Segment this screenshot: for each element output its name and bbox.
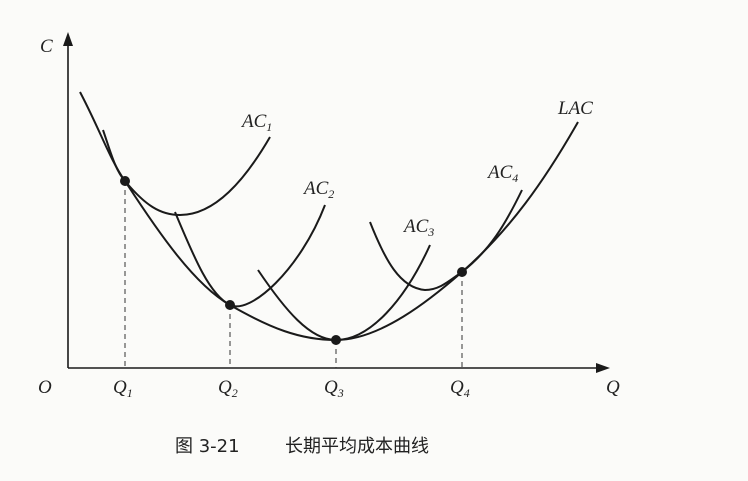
tangent-point	[225, 300, 235, 310]
tangent-point	[457, 267, 467, 277]
q-label: Q2	[218, 377, 238, 400]
curve-label: AC4	[486, 162, 518, 185]
x-label: Q	[606, 377, 620, 398]
curve-label: AC2	[302, 178, 334, 201]
x-arrow	[596, 363, 610, 373]
caption-number: 图 3-21	[175, 436, 240, 457]
q-label: Q3	[324, 377, 344, 400]
tangent-point	[120, 176, 130, 186]
ac-curve	[102, 129, 271, 217]
axes	[63, 32, 610, 373]
curve-label: AC1	[240, 111, 272, 134]
tangent-points	[120, 176, 467, 345]
y-label: C	[40, 36, 53, 57]
guides	[124, 181, 463, 368]
ac-curve	[257, 244, 431, 342]
curve-label: AC3	[402, 216, 434, 239]
tangent-point	[331, 335, 341, 345]
ac-curve	[369, 189, 523, 292]
lac-curve	[79, 91, 579, 342]
caption-title: 长期平均成本曲线	[285, 436, 429, 457]
origin-label: O	[38, 377, 52, 398]
curve-label: LAC	[557, 98, 593, 119]
q-label: Q1	[113, 377, 133, 400]
y-arrow	[63, 32, 73, 46]
q-label: Q4	[450, 377, 470, 400]
ac-curve	[174, 204, 326, 308]
